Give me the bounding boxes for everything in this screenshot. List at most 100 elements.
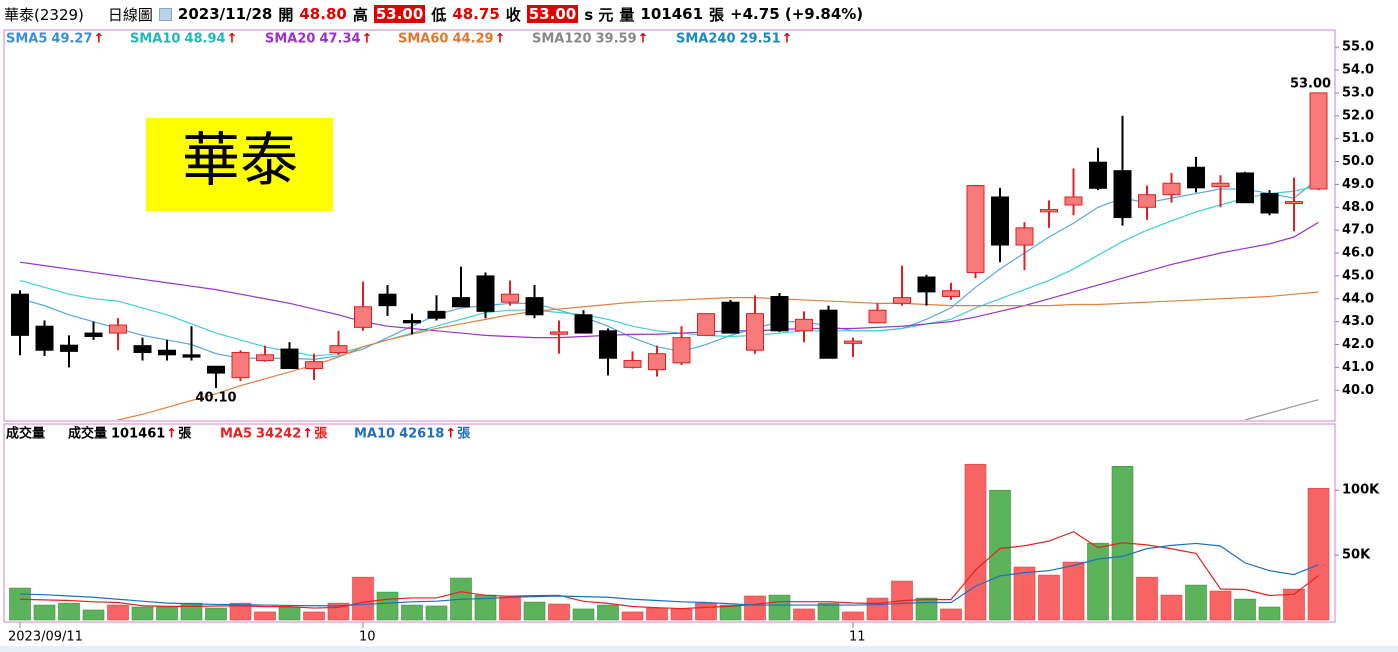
y-tick-label: 50.0 <box>1342 154 1374 169</box>
y-tick-label: 52.0 <box>1342 108 1374 123</box>
candle-body <box>672 337 691 364</box>
volume-bar <box>107 604 129 621</box>
volume-bar <box>621 611 644 621</box>
y-tick-label: 51.0 <box>1342 131 1374 146</box>
x-tick-label: 11 <box>849 630 866 645</box>
volume-bar <box>425 605 448 621</box>
volume-bar <box>964 463 987 621</box>
legend-arrow: ↑ <box>495 32 506 47</box>
legend-name: 成交量 <box>68 426 107 442</box>
volume-bar <box>58 602 80 621</box>
volume-bar <box>205 607 227 621</box>
volume-bar <box>915 597 938 621</box>
y-tick-label: 42.0 <box>1342 337 1374 352</box>
y-tick-label: 100K <box>1342 483 1380 498</box>
legend-value: 29.51 <box>740 32 781 47</box>
date: 2023/11/28 <box>177 5 273 23</box>
volume-bar <box>1013 566 1036 621</box>
volume-bar <box>793 608 815 621</box>
y-tick-label: 54.0 <box>1342 63 1374 78</box>
legend-value: 39.59 <box>596 32 637 47</box>
ma-line <box>19 542 1319 607</box>
volume-bar <box>1160 594 1183 621</box>
volume-plot <box>9 463 1330 621</box>
volume-bar <box>131 606 154 621</box>
y-tick-label: 55.0 <box>1342 40 1374 55</box>
volume-bar <box>376 591 399 621</box>
legend-arrow: ↑ <box>638 32 649 47</box>
volume-bar <box>744 595 766 621</box>
chart-type[interactable]: 日線圖 <box>107 5 153 24</box>
candle-body <box>525 297 544 316</box>
y-tick-label: 43.0 <box>1342 314 1374 329</box>
price-plot <box>11 92 1328 420</box>
volume-label: 量 <box>619 5 635 24</box>
volume-bar <box>352 576 374 621</box>
y-tick-label: 44.0 <box>1342 291 1374 306</box>
close-value: 53.00 <box>526 5 579 23</box>
volume-bar <box>1087 542 1109 621</box>
y-tick-label: 46.0 <box>1342 246 1374 261</box>
candle-body <box>403 319 421 324</box>
volume-bar <box>866 597 889 621</box>
legend-arrow: ↑ <box>362 32 373 47</box>
volume-bar <box>499 596 521 621</box>
candle-body <box>305 361 323 370</box>
volume-bar <box>1234 598 1256 621</box>
volume-bar <box>229 602 252 621</box>
legend-name: MA10 <box>354 427 395 442</box>
legend-unit: 張 <box>314 427 328 442</box>
candle-body <box>60 344 78 352</box>
chart-title: 華泰 <box>182 126 298 194</box>
candle-body <box>133 345 152 354</box>
y-tick-label: 47.0 <box>1342 223 1374 238</box>
candle-body <box>844 340 862 344</box>
title-box <box>146 118 333 211</box>
volume-bar <box>278 606 301 621</box>
high-value: 53.00 <box>373 5 426 23</box>
legend-value: 47.34 <box>319 32 360 47</box>
candle-body <box>648 353 666 371</box>
candle-body <box>1089 161 1107 189</box>
volume-panel <box>3 423 1336 623</box>
price-annotation: 40.10 <box>195 390 236 405</box>
legend-arrow: ↑ <box>302 427 313 442</box>
legend-value: 42618 <box>399 427 444 442</box>
legend-unit: 張 <box>178 427 192 442</box>
legend-name: SMA60 <box>398 32 448 47</box>
price-panel <box>3 29 1336 422</box>
volume-bar <box>254 611 276 621</box>
close-label: 收 <box>505 5 521 24</box>
volume-bar <box>597 604 619 621</box>
candle-body <box>1064 196 1083 206</box>
y-tick-label: 49.0 <box>1342 177 1374 192</box>
x-tick-label: 10 <box>359 630 376 645</box>
y-tick-label: 50K <box>1342 548 1371 563</box>
candle-body <box>1162 182 1181 196</box>
legend-name: MA5 <box>220 427 252 442</box>
volume-bar <box>670 608 693 621</box>
candle-body <box>1236 172 1254 204</box>
candle-body <box>452 297 470 308</box>
candle-body <box>378 293 397 307</box>
candle-body <box>256 354 274 362</box>
legend-value: 49.27 <box>51 32 92 47</box>
y-tick-label: 48.0 <box>1342 200 1374 215</box>
volume-bar <box>1062 561 1085 621</box>
legend-arrow: ↑ <box>227 32 238 47</box>
candle-body <box>354 306 372 328</box>
candle-body <box>1211 182 1230 188</box>
candle-body <box>182 354 201 358</box>
candle-body <box>746 313 764 351</box>
candle-body <box>84 332 103 338</box>
candle-body <box>721 301 740 334</box>
dropdown-icon[interactable] <box>158 7 172 21</box>
volume-bar <box>523 601 546 621</box>
volume-bar <box>1185 584 1207 621</box>
candle-body <box>550 331 568 335</box>
candle-body <box>1309 92 1328 190</box>
status-strip <box>0 646 1398 652</box>
y-tick-label: 40.0 <box>1342 383 1374 398</box>
legend-name: SMA10 <box>130 32 180 47</box>
change: +4.75 (+9.84%) <box>730 5 864 23</box>
